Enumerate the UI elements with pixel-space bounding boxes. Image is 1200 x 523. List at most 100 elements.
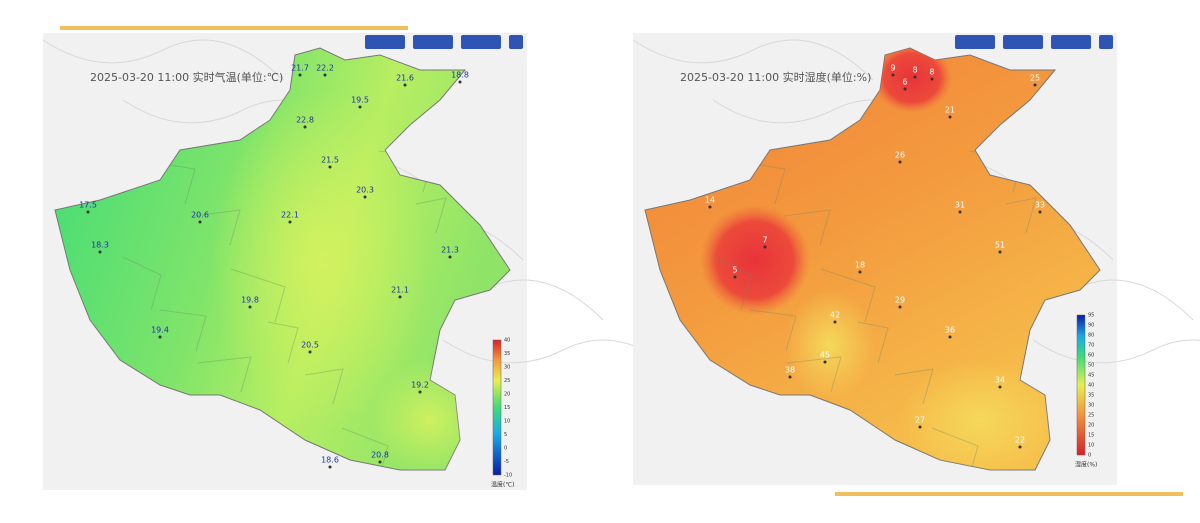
station-dot [448, 255, 452, 259]
station-dot [903, 87, 907, 91]
station-dot [418, 390, 422, 394]
zone [700, 205, 810, 315]
station-dot [833, 320, 837, 324]
toolbar-button[interactable] [1003, 35, 1043, 49]
county-line [786, 356, 842, 393]
station-value: 20.8 [371, 451, 389, 460]
station-value: 22.1 [281, 211, 299, 220]
legend-tick: 30 [1088, 403, 1094, 409]
toolbar-button[interactable] [509, 35, 523, 49]
station-dot [788, 375, 792, 379]
station-dot [958, 210, 962, 214]
station-value: 7 [762, 236, 767, 245]
station-dot [1033, 83, 1037, 87]
station-value: 9 [890, 64, 895, 73]
station-dot [458, 80, 462, 84]
county-line [1005, 197, 1037, 234]
station-dot [998, 250, 1002, 254]
station-value: 19.4 [151, 326, 169, 335]
station-dot [898, 305, 902, 309]
station-dot [198, 220, 202, 224]
county-line [783, 209, 831, 246]
station-dot [328, 465, 332, 469]
station-value: 8 [929, 68, 934, 77]
station-value: 18.3 [91, 241, 109, 250]
toolbar-button[interactable] [1051, 35, 1091, 49]
station-dot [158, 335, 162, 339]
zone [900, 360, 1060, 470]
toolbar-button[interactable] [461, 35, 501, 49]
station-dot [913, 75, 917, 79]
county-line [159, 309, 207, 352]
station-dot [298, 73, 302, 77]
station-value: 36 [945, 326, 955, 335]
station-dot [403, 83, 407, 87]
station-value: 25 [1030, 74, 1040, 83]
station-dot [86, 210, 90, 214]
legend-tick: 25 [1088, 413, 1094, 419]
toolbar-button[interactable] [955, 35, 995, 49]
station-dot [248, 305, 252, 309]
station-dot [323, 73, 327, 77]
station-dot [948, 115, 952, 119]
legend-tick: 80 [1088, 333, 1094, 339]
station-value: 21 [945, 106, 955, 115]
station-dot [998, 385, 1002, 389]
station-value: 21.3 [441, 246, 459, 255]
station-value: 38 [785, 366, 795, 375]
station-value: 20.6 [191, 211, 209, 220]
legend-tick: 10 [1088, 443, 1094, 449]
station-value: 22 [1015, 436, 1025, 445]
toolbar-button[interactable] [413, 35, 453, 49]
station-value: 21.7 [291, 64, 309, 73]
station-value: 22.2 [316, 64, 334, 73]
legend-tick: 0 [1088, 453, 1091, 459]
legend-tick: 10 [504, 419, 510, 425]
legend-tick: 5 [504, 432, 507, 438]
toolbar-button[interactable] [1099, 35, 1113, 49]
station-value: 20.3 [356, 186, 374, 195]
station-dot [358, 105, 362, 109]
station-value: 18.6 [321, 456, 339, 465]
toolbar-button[interactable] [365, 35, 405, 49]
station-value: 8 [912, 66, 917, 75]
legend-tick: -10 [504, 473, 512, 479]
county-line [122, 256, 162, 311]
station-value: 21.5 [321, 156, 339, 165]
county-line [894, 368, 934, 405]
station-dot [303, 125, 307, 129]
station-dot [398, 295, 402, 299]
county-line [267, 321, 299, 364]
legend-tick: 45 [1088, 373, 1094, 379]
station-dot [858, 270, 862, 274]
station-value: 51 [995, 241, 1005, 250]
legend-tick: 50 [1088, 363, 1094, 369]
station-value: 21.6 [396, 74, 414, 83]
legend-tick: 15 [504, 405, 510, 411]
station-value: 29 [895, 296, 905, 305]
station-dot [891, 73, 895, 77]
legend-tick: 60 [1088, 353, 1094, 359]
station-value: 14 [705, 196, 715, 205]
station-dot [930, 77, 934, 81]
boundary-line [1032, 339, 1200, 364]
station-value: 26 [895, 151, 905, 160]
station-dot [898, 160, 902, 164]
county-line [820, 268, 876, 323]
station-dot [308, 350, 312, 354]
legend-tick: 95 [1088, 313, 1094, 319]
legend-unit: 温度(℃) [491, 481, 514, 489]
station-dot [823, 360, 827, 364]
station-value: 19.5 [351, 96, 369, 105]
station-dot [288, 220, 292, 224]
station-value: 27 [915, 416, 925, 425]
map-title: 2025-03-20 11:00 实时湿度(单位:%) [680, 70, 871, 84]
legend-bar [1076, 314, 1086, 456]
map-panel: 2025-03-20 11:00 实时气温(单位:℃) 21.7 22.2 21.6 1… [42, 33, 684, 490]
legend-tick: 90 [1088, 323, 1094, 329]
station-dot [98, 250, 102, 254]
station-dot [948, 335, 952, 339]
station-value: 20.5 [301, 341, 319, 350]
